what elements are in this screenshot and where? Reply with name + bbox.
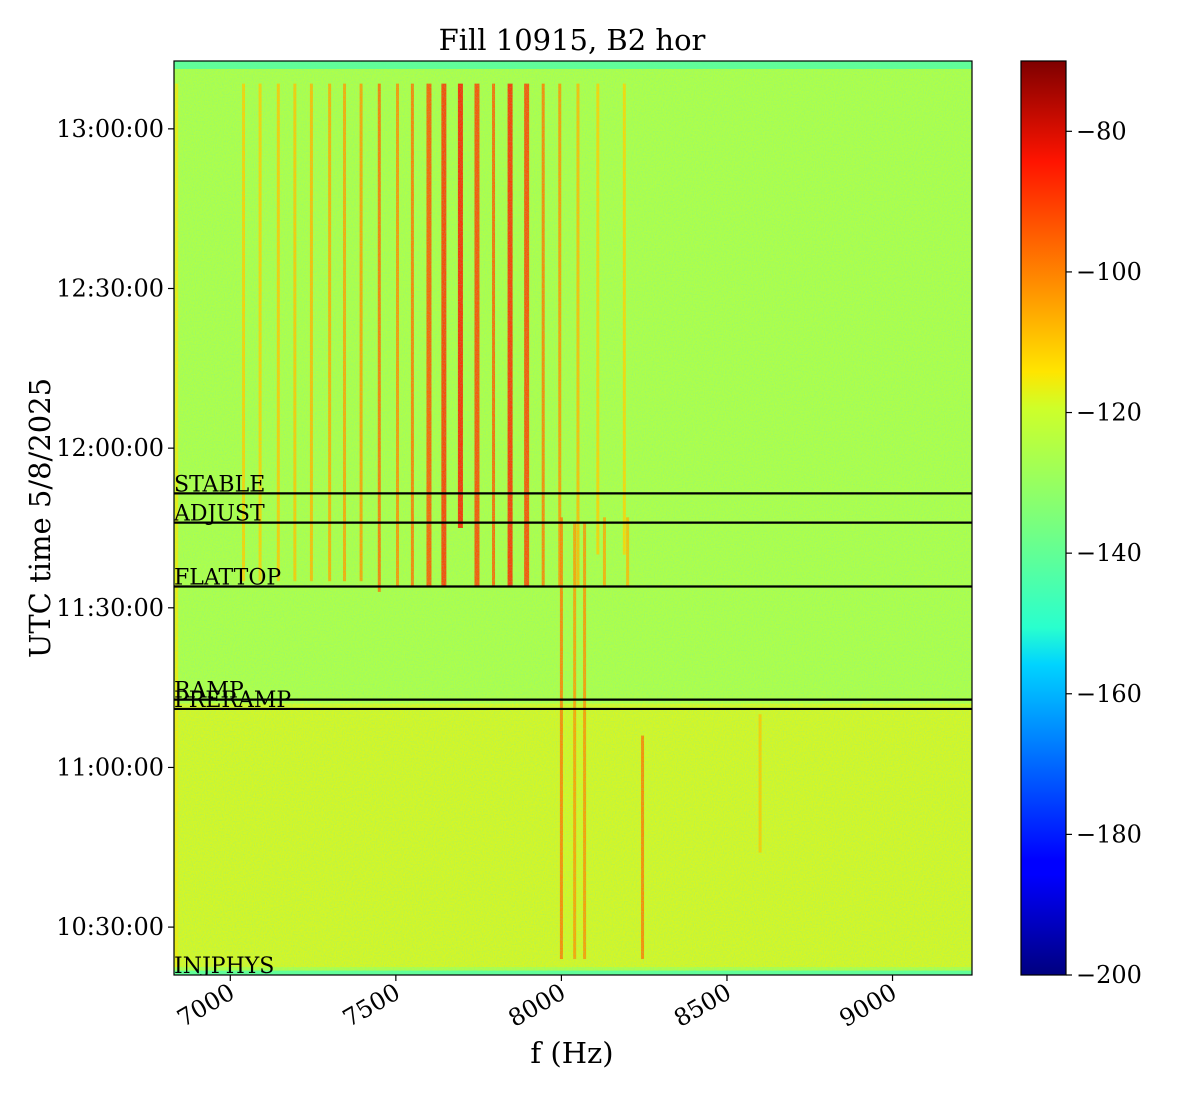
x-tick-label: 7000 xyxy=(172,978,239,1033)
y-tick-label: 12:30:00 xyxy=(56,275,164,303)
y-axis-label: UTC time 5/8/2025 xyxy=(23,378,57,658)
phase-label: STABLE xyxy=(174,472,265,497)
colorbar-tick-label: −100 xyxy=(1076,258,1142,286)
y-tick-label: 11:30:00 xyxy=(56,594,164,622)
x-tick-label: 9000 xyxy=(835,978,902,1033)
colorbar-tick-label: −180 xyxy=(1076,820,1142,848)
x-axis-label: f (Hz) xyxy=(530,1036,613,1070)
phase-label: INJPHYS xyxy=(174,954,274,979)
phase-label: FLATTOP xyxy=(174,566,281,591)
phase-label: ADJUST xyxy=(173,502,265,527)
colorbar-ticks: −80 −100 −120 −140 −160 −180 −200 xyxy=(1066,117,1142,989)
plot-frame xyxy=(173,60,973,976)
x-tick-label: 7500 xyxy=(338,978,405,1033)
y-axis-ticks: 10:30:00 11:00:00 11:30:00 12:00:00 12:30:00… xyxy=(56,115,174,941)
chart-title: Fill 10915, B2 hor xyxy=(439,23,706,57)
x-tick-label: 8500 xyxy=(669,978,736,1033)
y-tick-label: 11:00:00 xyxy=(56,753,164,781)
spectrogram-noise-texture xyxy=(174,61,972,975)
x-axis-ticks: 7000 7500 8000 8500 9000 xyxy=(172,975,902,1033)
y-tick-label: 13:00:00 xyxy=(56,115,164,143)
colorbar-tick-label: −80 xyxy=(1076,117,1127,145)
colorbar xyxy=(1020,60,1067,976)
colorbar-tick-label: −140 xyxy=(1076,539,1142,567)
y-tick-label: 12:00:00 xyxy=(56,434,164,462)
colorbar-tick-label: −160 xyxy=(1076,680,1142,708)
x-tick-label: 8000 xyxy=(504,978,571,1033)
y-tick-label: 10:30:00 xyxy=(56,913,164,941)
phase-label: RAMP xyxy=(174,679,244,704)
colorbar-tick-label: −120 xyxy=(1076,399,1142,427)
colorbar-tick-label: −200 xyxy=(1076,961,1142,989)
